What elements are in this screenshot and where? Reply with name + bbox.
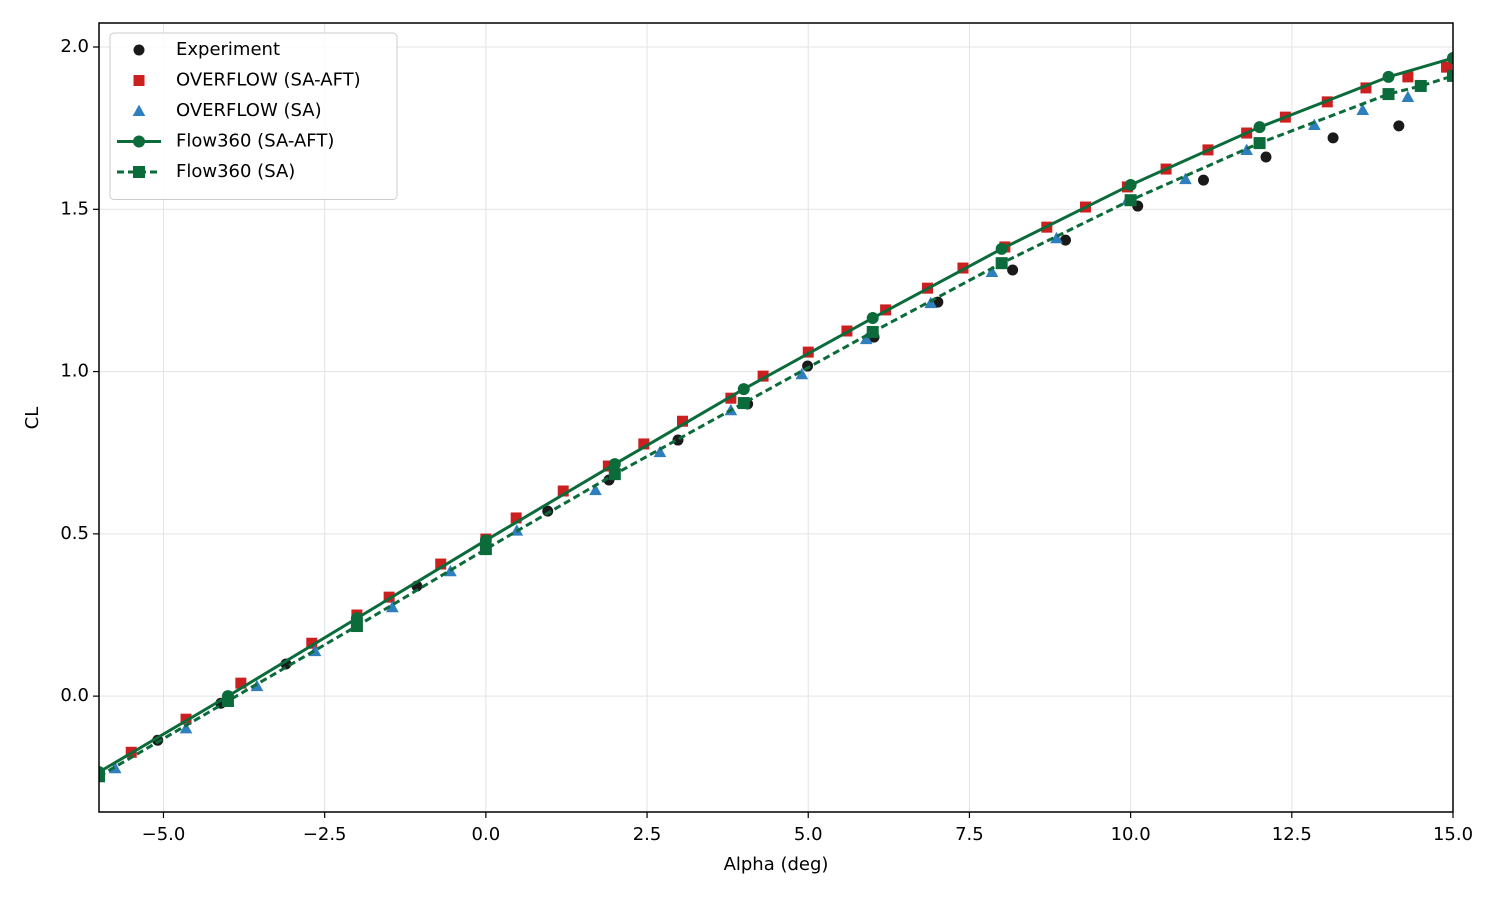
marker	[638, 438, 650, 450]
y-tick-label: 0.0	[60, 685, 89, 706]
marker	[1260, 151, 1272, 163]
marker	[1360, 82, 1372, 94]
legend-marker	[133, 135, 145, 148]
x-tick-label: −2.5	[303, 824, 347, 845]
marker	[995, 242, 1008, 255]
marker	[737, 397, 750, 410]
ticks: −5.0 −2.5 0.0 2.5 5.0 7.5 10.0 12.5 15.0 0.0 0.5 1.…	[60, 36, 1473, 845]
marker	[866, 312, 879, 325]
marker	[985, 265, 999, 277]
marker	[350, 620, 363, 633]
marker	[1240, 143, 1254, 155]
marker	[1393, 120, 1405, 132]
marker	[386, 600, 399, 613]
y-tick-label: 1.0	[60, 361, 89, 382]
marker	[1007, 264, 1019, 276]
marker	[306, 637, 318, 649]
y-tick-label: 2.0	[60, 36, 89, 57]
marker	[1441, 61, 1453, 73]
marker	[1382, 88, 1395, 101]
x-tick-label: 12.5	[1272, 824, 1312, 845]
x-axis-title: Alpha (deg)	[724, 854, 829, 875]
marker	[1447, 69, 1453, 82]
marker	[737, 383, 750, 396]
marker	[1050, 231, 1063, 244]
marker	[557, 485, 569, 497]
marker	[1179, 172, 1192, 185]
x-tick-label: 10.0	[1111, 824, 1151, 845]
y-axis-title: CL	[22, 407, 43, 430]
marker	[608, 458, 621, 471]
x-tick-label: 7.5	[955, 824, 984, 845]
legend-label: OVERFLOW (SA)	[176, 100, 322, 121]
series-line	[99, 56, 1453, 774]
marker	[1382, 70, 1395, 83]
legend-marker	[133, 75, 145, 86]
marker	[435, 558, 447, 570]
marker	[802, 360, 814, 372]
marker	[677, 415, 689, 427]
legend: Experiment OVERFLOW (SA-AFT) OVERFLOW (SA)…	[109, 32, 398, 200]
marker	[1059, 234, 1071, 246]
x-tick-label: 5.0	[794, 824, 823, 845]
marker	[653, 445, 667, 458]
marker	[1356, 103, 1370, 116]
legend-marker	[133, 44, 145, 56]
marker	[510, 512, 522, 524]
marker	[859, 332, 873, 345]
legend-label: OVERFLOW (SA-AFT)	[176, 70, 361, 91]
marker	[1253, 137, 1266, 150]
x-tick-label: 15.0	[1433, 824, 1473, 845]
marker	[1197, 174, 1209, 186]
marker	[221, 695, 234, 708]
marker	[1414, 79, 1427, 92]
marker	[1124, 194, 1137, 207]
legend-marker	[132, 104, 146, 117]
marker	[995, 257, 1008, 270]
plot-area	[99, 52, 1453, 783]
marker	[235, 677, 247, 689]
legend-label: Flow360 (SA)	[176, 161, 295, 182]
axes-frame	[98, 22, 1454, 813]
marker	[1253, 121, 1266, 134]
legend-box	[109, 32, 398, 200]
marker	[99, 770, 105, 783]
legend-marker	[133, 166, 145, 178]
marker	[1447, 52, 1453, 65]
y-tick-label: 0.5	[60, 523, 89, 544]
marker	[1308, 118, 1321, 130]
marker	[602, 460, 614, 472]
legend-label: Flow360 (SA-AFT)	[176, 131, 334, 152]
marker	[757, 370, 769, 382]
marker	[1124, 178, 1137, 191]
marker	[795, 367, 809, 380]
legend-label: Experiment	[176, 39, 280, 60]
marker	[1401, 90, 1415, 103]
marker	[1327, 132, 1339, 144]
marker	[866, 325, 879, 338]
marker	[608, 468, 621, 481]
marker	[179, 721, 193, 734]
x-tick-label: 2.5	[633, 824, 662, 845]
marker	[589, 483, 602, 496]
marker	[1402, 71, 1414, 83]
marker	[479, 543, 492, 556]
x-tick-label: −5.0	[142, 824, 186, 845]
x-tick-label: 0.0	[472, 824, 501, 845]
y-tick-label: 1.5	[60, 198, 89, 219]
